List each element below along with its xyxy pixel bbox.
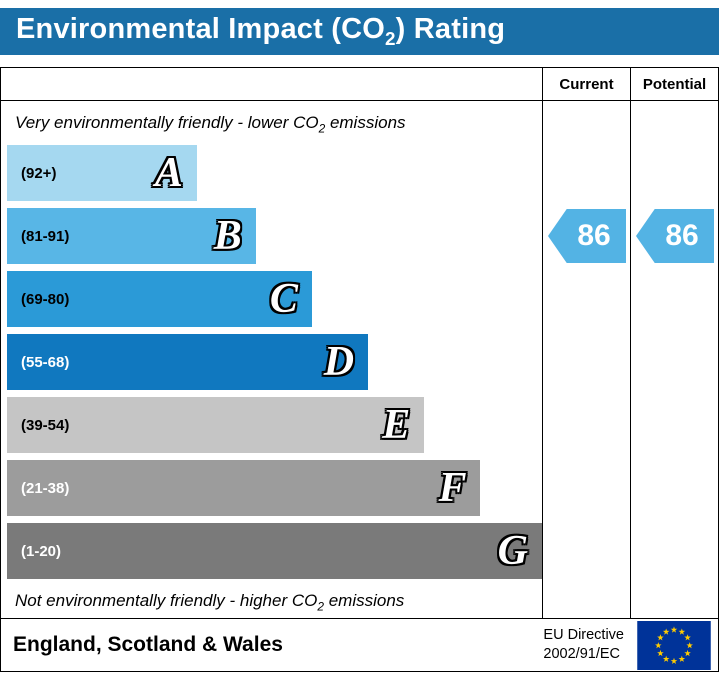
column-header-current: Current (542, 68, 630, 101)
column-header-potential: Potential (630, 68, 718, 101)
header-spacer (1, 68, 542, 101)
band-letter-d: D (323, 339, 355, 385)
band-range-b: (81-91) (21, 227, 70, 245)
band-bar-b: (81-91) B (7, 208, 256, 264)
bottom-note-text: Not environmentally friendly - higher CO… (15, 590, 405, 614)
top-note-text: Very environmentally friendly - lower CO… (15, 112, 406, 136)
band-range-g: (1-20) (21, 542, 62, 560)
region-label: England, Scotland & Wales (13, 633, 283, 656)
band-range-e: (39-54) (21, 416, 70, 434)
band-letter-g: G (497, 528, 528, 574)
band-letter-c: C (269, 276, 298, 322)
current-rating-arrow: 86 (548, 209, 626, 263)
chart-title: Environmental Impact (CO2) Rating (16, 13, 506, 49)
potential-column: 86 (630, 101, 718, 618)
epc-environmental-impact-chart: Environmental Impact (CO2) Rating Curren… (0, 8, 719, 683)
bottom-note: Not environmentally friendly - higher CO… (7, 586, 542, 618)
eu-flag-icon (637, 620, 711, 670)
rating-grid: Current Potential Very environmentally f… (1, 68, 718, 618)
band-bar-c: (69-80) C (7, 271, 312, 327)
band-letter-f: F (438, 465, 467, 511)
band-bar-d: (55-68) D (7, 334, 369, 390)
band-range-c: (69-80) (21, 290, 70, 308)
band-letter-e: E (382, 402, 411, 448)
band-letter-a: A (154, 150, 183, 196)
bands-column: Very environmentally friendly - lower CO… (1, 101, 542, 618)
band-bar-g: (1-20) G (7, 523, 542, 579)
band-row-g: (1-20) G (7, 523, 542, 579)
rating-table: Current Potential Very environmentally f… (0, 67, 719, 672)
current-column: 86 (542, 101, 630, 618)
chart-footer: England, Scotland & Wales EU Directive 2… (1, 618, 718, 671)
potential-rating-arrow: 86 (636, 209, 714, 263)
eu-directive-label: EU Directive 2002/91/EC (543, 627, 624, 662)
band-letter-b: B (213, 213, 242, 259)
top-note: Very environmentally friendly - lower CO… (7, 107, 542, 141)
band-row-e: (39-54) E (7, 397, 542, 453)
band-range-a: (92+) (21, 164, 57, 182)
band-row-b: (81-91) B (7, 208, 542, 264)
band-range-f: (21-38) (21, 479, 70, 497)
band-bar-e: (39-54) E (7, 397, 425, 453)
band-bar-f: (21-38) F (7, 460, 481, 516)
potential-rating-value: 86 (665, 219, 699, 252)
band-row-f: (21-38) F (7, 460, 542, 516)
band-bar-a: (92+) A (7, 145, 197, 201)
chart-title-bar: Environmental Impact (CO2) Rating (0, 8, 719, 55)
current-rating-value: 86 (577, 219, 611, 252)
band-row-a: (92+) A (7, 145, 542, 201)
band-range-d: (55-68) (21, 353, 70, 371)
band-row-d: (55-68) D (7, 334, 542, 390)
band-row-c: (69-80) C (7, 271, 542, 327)
